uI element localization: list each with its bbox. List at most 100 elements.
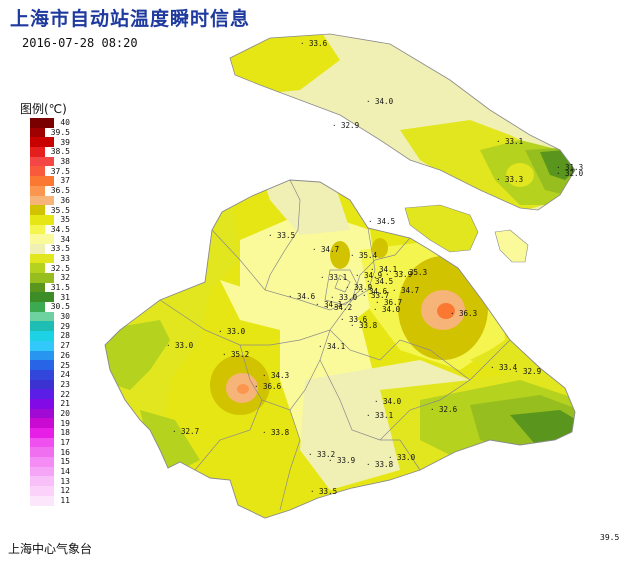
legend-label: 30 <box>60 312 70 322</box>
legend-label: 14 <box>60 467 70 477</box>
legend-swatch <box>30 185 45 196</box>
legend-row: 29 <box>30 321 70 332</box>
station-value: · 32.9 <box>514 367 541 376</box>
legend-row: 31 <box>30 292 70 303</box>
legend-row: 25 <box>30 360 70 370</box>
legend-swatch <box>30 282 45 293</box>
chongming-outline <box>229 33 576 211</box>
legend-swatch <box>30 273 55 283</box>
legend-swatch <box>30 340 55 351</box>
legend-label: 18 <box>60 428 70 438</box>
station-value: · 33.8 <box>262 428 290 437</box>
station-value: · 36.7 <box>375 298 402 307</box>
legend-label: 15 <box>60 457 70 467</box>
legend-swatch <box>30 418 55 428</box>
legend-row: 31.5 <box>30 282 70 293</box>
legend-label: 16 <box>60 447 70 457</box>
station-value: · 34.0 <box>373 305 401 314</box>
station-value: · 34.5 <box>368 217 395 226</box>
legend-row: 23 <box>30 379 70 390</box>
legend-swatch <box>30 437 55 448</box>
legend-label: 37.5 <box>50 166 70 176</box>
station-value: · 33.6 <box>300 39 328 48</box>
station-value: · 33.9 <box>345 283 372 292</box>
legend-swatch <box>30 350 55 361</box>
legend-row: 32 <box>30 273 70 283</box>
legend-row: 18 <box>30 428 70 438</box>
legend-swatch <box>30 243 45 254</box>
station-value: · 33.8 <box>350 321 378 330</box>
legend-label: 40 <box>60 118 70 128</box>
legend-row: 39.5 <box>30 127 70 138</box>
station-value: · 33.5 <box>310 487 337 496</box>
legend-label: 33.5 <box>50 244 70 254</box>
legend-row: 11 <box>30 495 70 506</box>
station-value: · 32.9 <box>332 121 359 130</box>
station-value: · 34.2 <box>325 303 352 312</box>
legend-row: 22 <box>30 389 70 399</box>
legend-row: 24 <box>30 369 70 380</box>
legend-row: 35 <box>30 214 70 225</box>
station-value: · 33.6 <box>340 315 368 324</box>
station-value: · 35.2 <box>222 350 249 359</box>
legend-swatch <box>30 147 45 157</box>
legend-row: 37 <box>30 176 70 186</box>
legend-label: 12 <box>60 486 70 496</box>
legend-row: 38 <box>30 156 70 167</box>
changxing-island <box>404 204 479 253</box>
legend-row: 36 <box>30 195 70 206</box>
legend-label: 11 <box>60 496 70 506</box>
legend-label: 39 <box>60 137 70 147</box>
legend-swatch <box>30 156 55 167</box>
legend-row: 34 <box>30 234 70 244</box>
mainland-outline <box>104 179 576 519</box>
footer-organization: 上海中心气象台 <box>8 542 93 556</box>
legend-row: 33 <box>30 253 70 264</box>
station-value: · 33.5 <box>268 231 295 240</box>
legend-label: 19 <box>60 418 70 428</box>
legend-label: 36.5 <box>50 186 70 196</box>
legend-label: 38 <box>60 157 70 167</box>
legend-label: 31 <box>60 292 70 302</box>
legend-swatch <box>30 118 55 128</box>
legend-swatch <box>30 214 55 225</box>
station-value: · 32.6 <box>430 405 458 414</box>
page-title: 上海市自动站温度瞬时信息 <box>10 8 251 30</box>
legend-swatch <box>30 176 55 186</box>
station-value: · 36.3 <box>450 309 477 318</box>
legend-swatch <box>30 253 55 264</box>
legend-label: 29 <box>60 321 70 331</box>
legend-row: 14 <box>30 466 70 477</box>
station-value: · 33.0 <box>218 327 246 336</box>
legend-row: 37.5 <box>30 166 70 177</box>
legend-swatch <box>30 447 55 458</box>
legend-label: 25 <box>60 360 70 370</box>
legend-swatch <box>30 360 55 370</box>
legend-label: 35 <box>60 215 70 225</box>
station-value: · 34.6 <box>360 287 388 296</box>
legend-row: 30 <box>30 311 70 322</box>
legend-swatch <box>30 137 55 148</box>
legend-swatch <box>30 166 45 177</box>
legend-label: 24 <box>60 370 70 380</box>
legend-row: 17 <box>30 437 70 448</box>
station-value: · 35.3 <box>400 268 427 277</box>
station-value: · 34.1 <box>318 342 345 351</box>
station-value: · 33.1 <box>320 273 347 282</box>
legend-label: 35.5 <box>50 205 70 215</box>
legend-row: 30.5 <box>30 302 70 312</box>
legend-label: 39.5 <box>50 128 70 138</box>
legend-row: 19 <box>30 418 70 428</box>
station-value: · 34.6 <box>288 292 316 301</box>
station-value: · 34.1 <box>370 265 397 274</box>
legend-label: 17 <box>60 438 70 448</box>
legend-row: 16 <box>30 447 70 458</box>
legend-swatch <box>30 224 45 235</box>
station-value: · 34.5 <box>366 277 393 286</box>
legend-swatch <box>30 466 55 477</box>
legend-label: 23 <box>60 379 70 389</box>
legend-row: 21 <box>30 398 70 409</box>
legend-row: 39 <box>30 137 70 148</box>
legend-label: 20 <box>60 408 70 418</box>
station-value: · 33.7 <box>362 291 389 300</box>
